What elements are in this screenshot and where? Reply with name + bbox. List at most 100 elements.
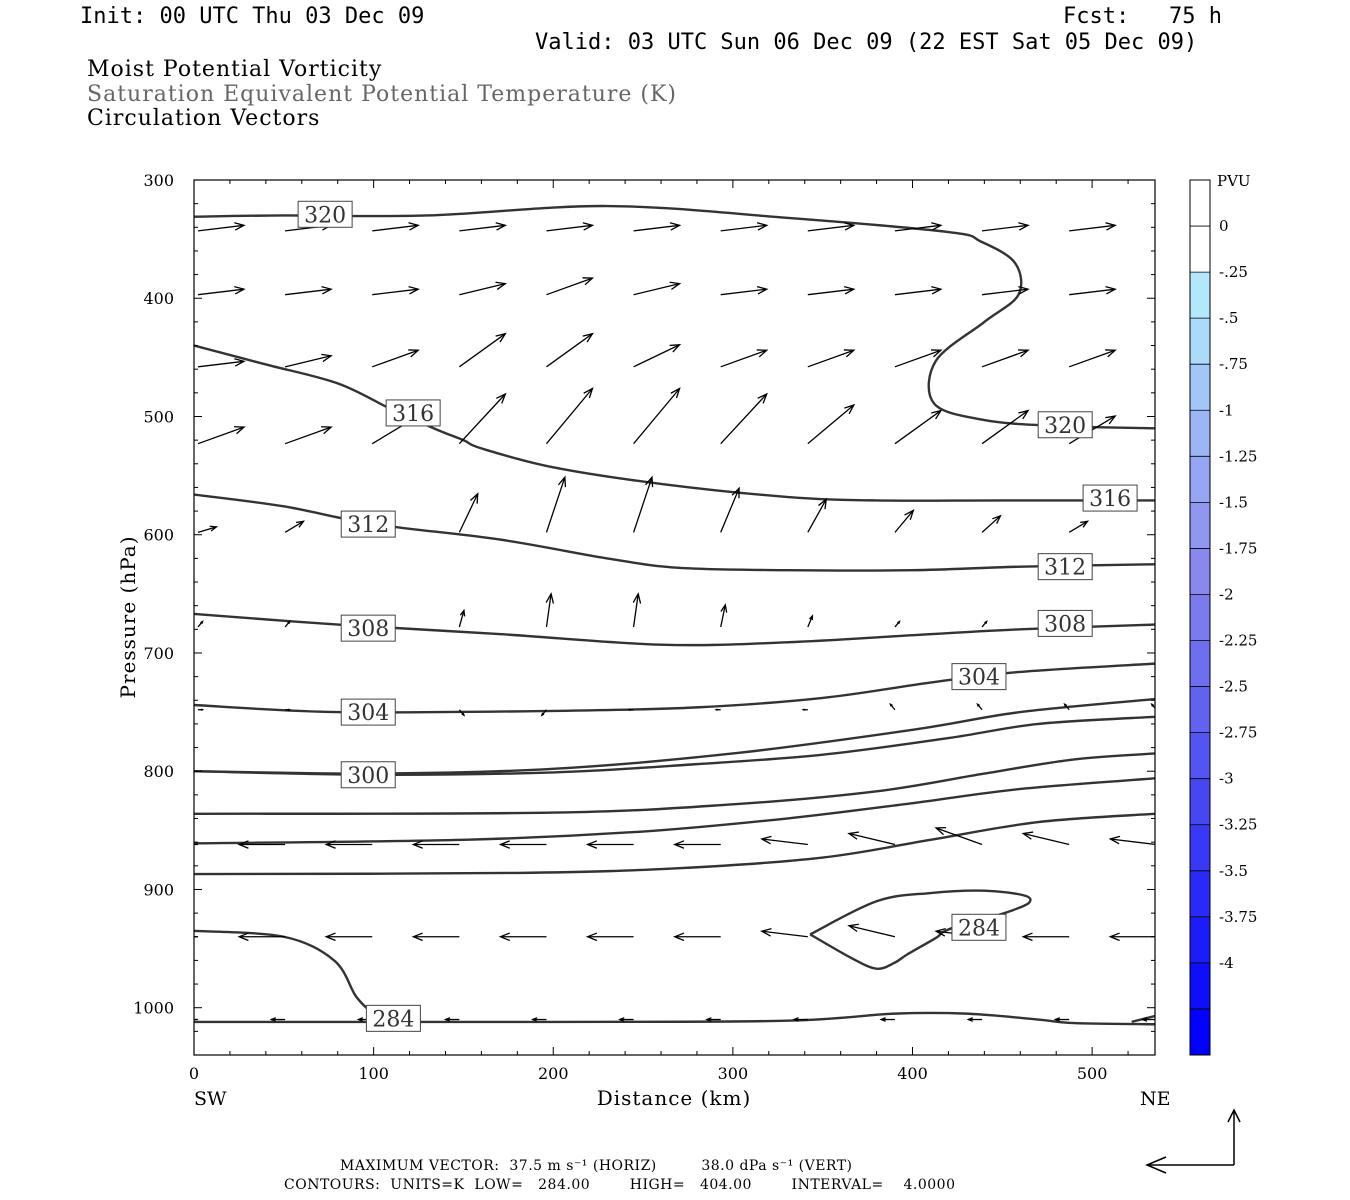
title-moist-pv: Moist Potential Vorticity <box>87 57 383 82</box>
init-time: Init: 00 UTC Thu 03 Dec 09 <box>80 4 425 29</box>
vector-head <box>792 1017 799 1022</box>
vector-head <box>408 222 420 231</box>
vector-head <box>237 840 249 849</box>
vector-head <box>934 826 947 836</box>
circulation-vector <box>966 1017 983 1022</box>
vector-shaft <box>894 410 942 445</box>
circulation-vector <box>459 281 508 296</box>
y-tick-label: 300 <box>143 171 174 190</box>
circulation-vector <box>981 514 1002 533</box>
circulation-vector <box>540 709 547 717</box>
vector-shaft <box>720 288 767 296</box>
plot-frame <box>193 179 1156 1056</box>
circulation-vector <box>633 222 682 232</box>
colorbar-swatch <box>1190 410 1210 457</box>
vector-shaft <box>632 476 653 533</box>
circulation-vector <box>324 840 373 849</box>
vector-shaft <box>894 509 914 533</box>
vector-head <box>714 708 718 711</box>
vector-head <box>760 928 772 937</box>
vector-shaft <box>1023 832 1070 846</box>
colorbar-label: -.75 <box>1219 355 1248 373</box>
circulation-vector <box>807 349 856 368</box>
vector-shaft <box>633 283 680 296</box>
vector-shaft <box>197 360 245 368</box>
colorbar-swatch <box>1190 456 1210 503</box>
circulation-vector <box>197 525 219 533</box>
circulation-vector <box>1068 520 1090 533</box>
circulation-vector <box>197 222 246 232</box>
colorbar-label: -3.25 <box>1219 816 1257 834</box>
colorbar-label: -3 <box>1219 770 1234 788</box>
circulation-vector <box>807 285 856 296</box>
vector-shaft <box>1068 520 1088 533</box>
colorbar-label: -2.25 <box>1219 632 1257 650</box>
vector-head <box>287 620 291 625</box>
colorbar-label: -4 <box>1219 954 1234 972</box>
vector-head <box>1167 521 1174 527</box>
vector-head <box>632 592 642 604</box>
colorbar-label: 0 <box>1219 217 1229 235</box>
vector-shaft <box>459 224 506 232</box>
vector-head <box>545 592 555 604</box>
vector-shaft <box>1069 224 1116 232</box>
colorbar-swatch <box>1190 272 1210 319</box>
vector-head <box>1108 932 1120 942</box>
circulation-vector <box>1108 835 1155 846</box>
contour-label: 316 <box>385 399 441 427</box>
vector-head <box>411 932 423 942</box>
colorbar-swatch <box>1190 778 1210 825</box>
vector-shaft <box>458 493 479 533</box>
circulation-vector <box>498 840 547 849</box>
contour-label: 304 <box>340 698 396 726</box>
vector-head <box>200 620 204 625</box>
vector-head <box>992 514 1002 524</box>
vector-shaft <box>761 930 808 938</box>
vector-shaft <box>197 426 245 445</box>
vector-head <box>1105 222 1117 231</box>
vector-shaft <box>545 593 552 628</box>
vector-shaft <box>633 224 680 232</box>
vector-shaft <box>545 388 593 445</box>
colorbar-swatch <box>1190 962 1210 1009</box>
y-tick-label: 800 <box>143 762 174 781</box>
vector-head <box>1105 285 1117 295</box>
circulation-vector <box>545 592 555 628</box>
x-tick-label: 100 <box>358 1064 389 1083</box>
x-endpoint-right: NE <box>1140 1088 1171 1110</box>
y-tick-label: 400 <box>143 289 174 308</box>
forecast-hour: Fcst: 75 h <box>1063 4 1222 29</box>
circulation-vector <box>807 614 814 628</box>
vector-shaft <box>197 526 217 533</box>
vector-head <box>1018 222 1030 231</box>
vector-head <box>1018 349 1030 358</box>
circulation-vector <box>847 923 896 938</box>
circulation-vector <box>981 409 1030 445</box>
vector-head <box>1018 285 1030 295</box>
circulation-vector <box>633 343 682 368</box>
contour-label-text: 312 <box>347 513 389 538</box>
vector-head <box>897 620 901 625</box>
contour-label-box <box>1037 411 1093 439</box>
vector-head <box>209 525 219 532</box>
vector-head <box>760 835 772 845</box>
vector-head <box>889 702 893 707</box>
circulation-vector <box>720 392 768 445</box>
circulation-vector <box>458 392 507 445</box>
title-circulation: Circulation Vectors <box>87 106 321 131</box>
contour-label: 304 <box>951 663 1007 691</box>
theta-es-contour <box>194 344 1155 502</box>
contour-label-layer: 320 320 316 316 312 312 308 308 304 304 300 284 284 <box>297 200 1138 1032</box>
vector-head <box>966 1017 973 1022</box>
vector-head <box>498 932 511 942</box>
circulation-vector <box>372 285 420 296</box>
circulation-vector <box>632 592 642 628</box>
vector-head <box>705 1017 712 1022</box>
vector-shaft <box>372 349 419 368</box>
vector-head <box>669 281 682 290</box>
theta-es-contour <box>194 777 1155 845</box>
contour-label-box <box>385 399 441 427</box>
colorbar-swatch <box>1190 640 1210 687</box>
vector-head <box>904 508 915 520</box>
vector-layer <box>194 222 1174 1022</box>
